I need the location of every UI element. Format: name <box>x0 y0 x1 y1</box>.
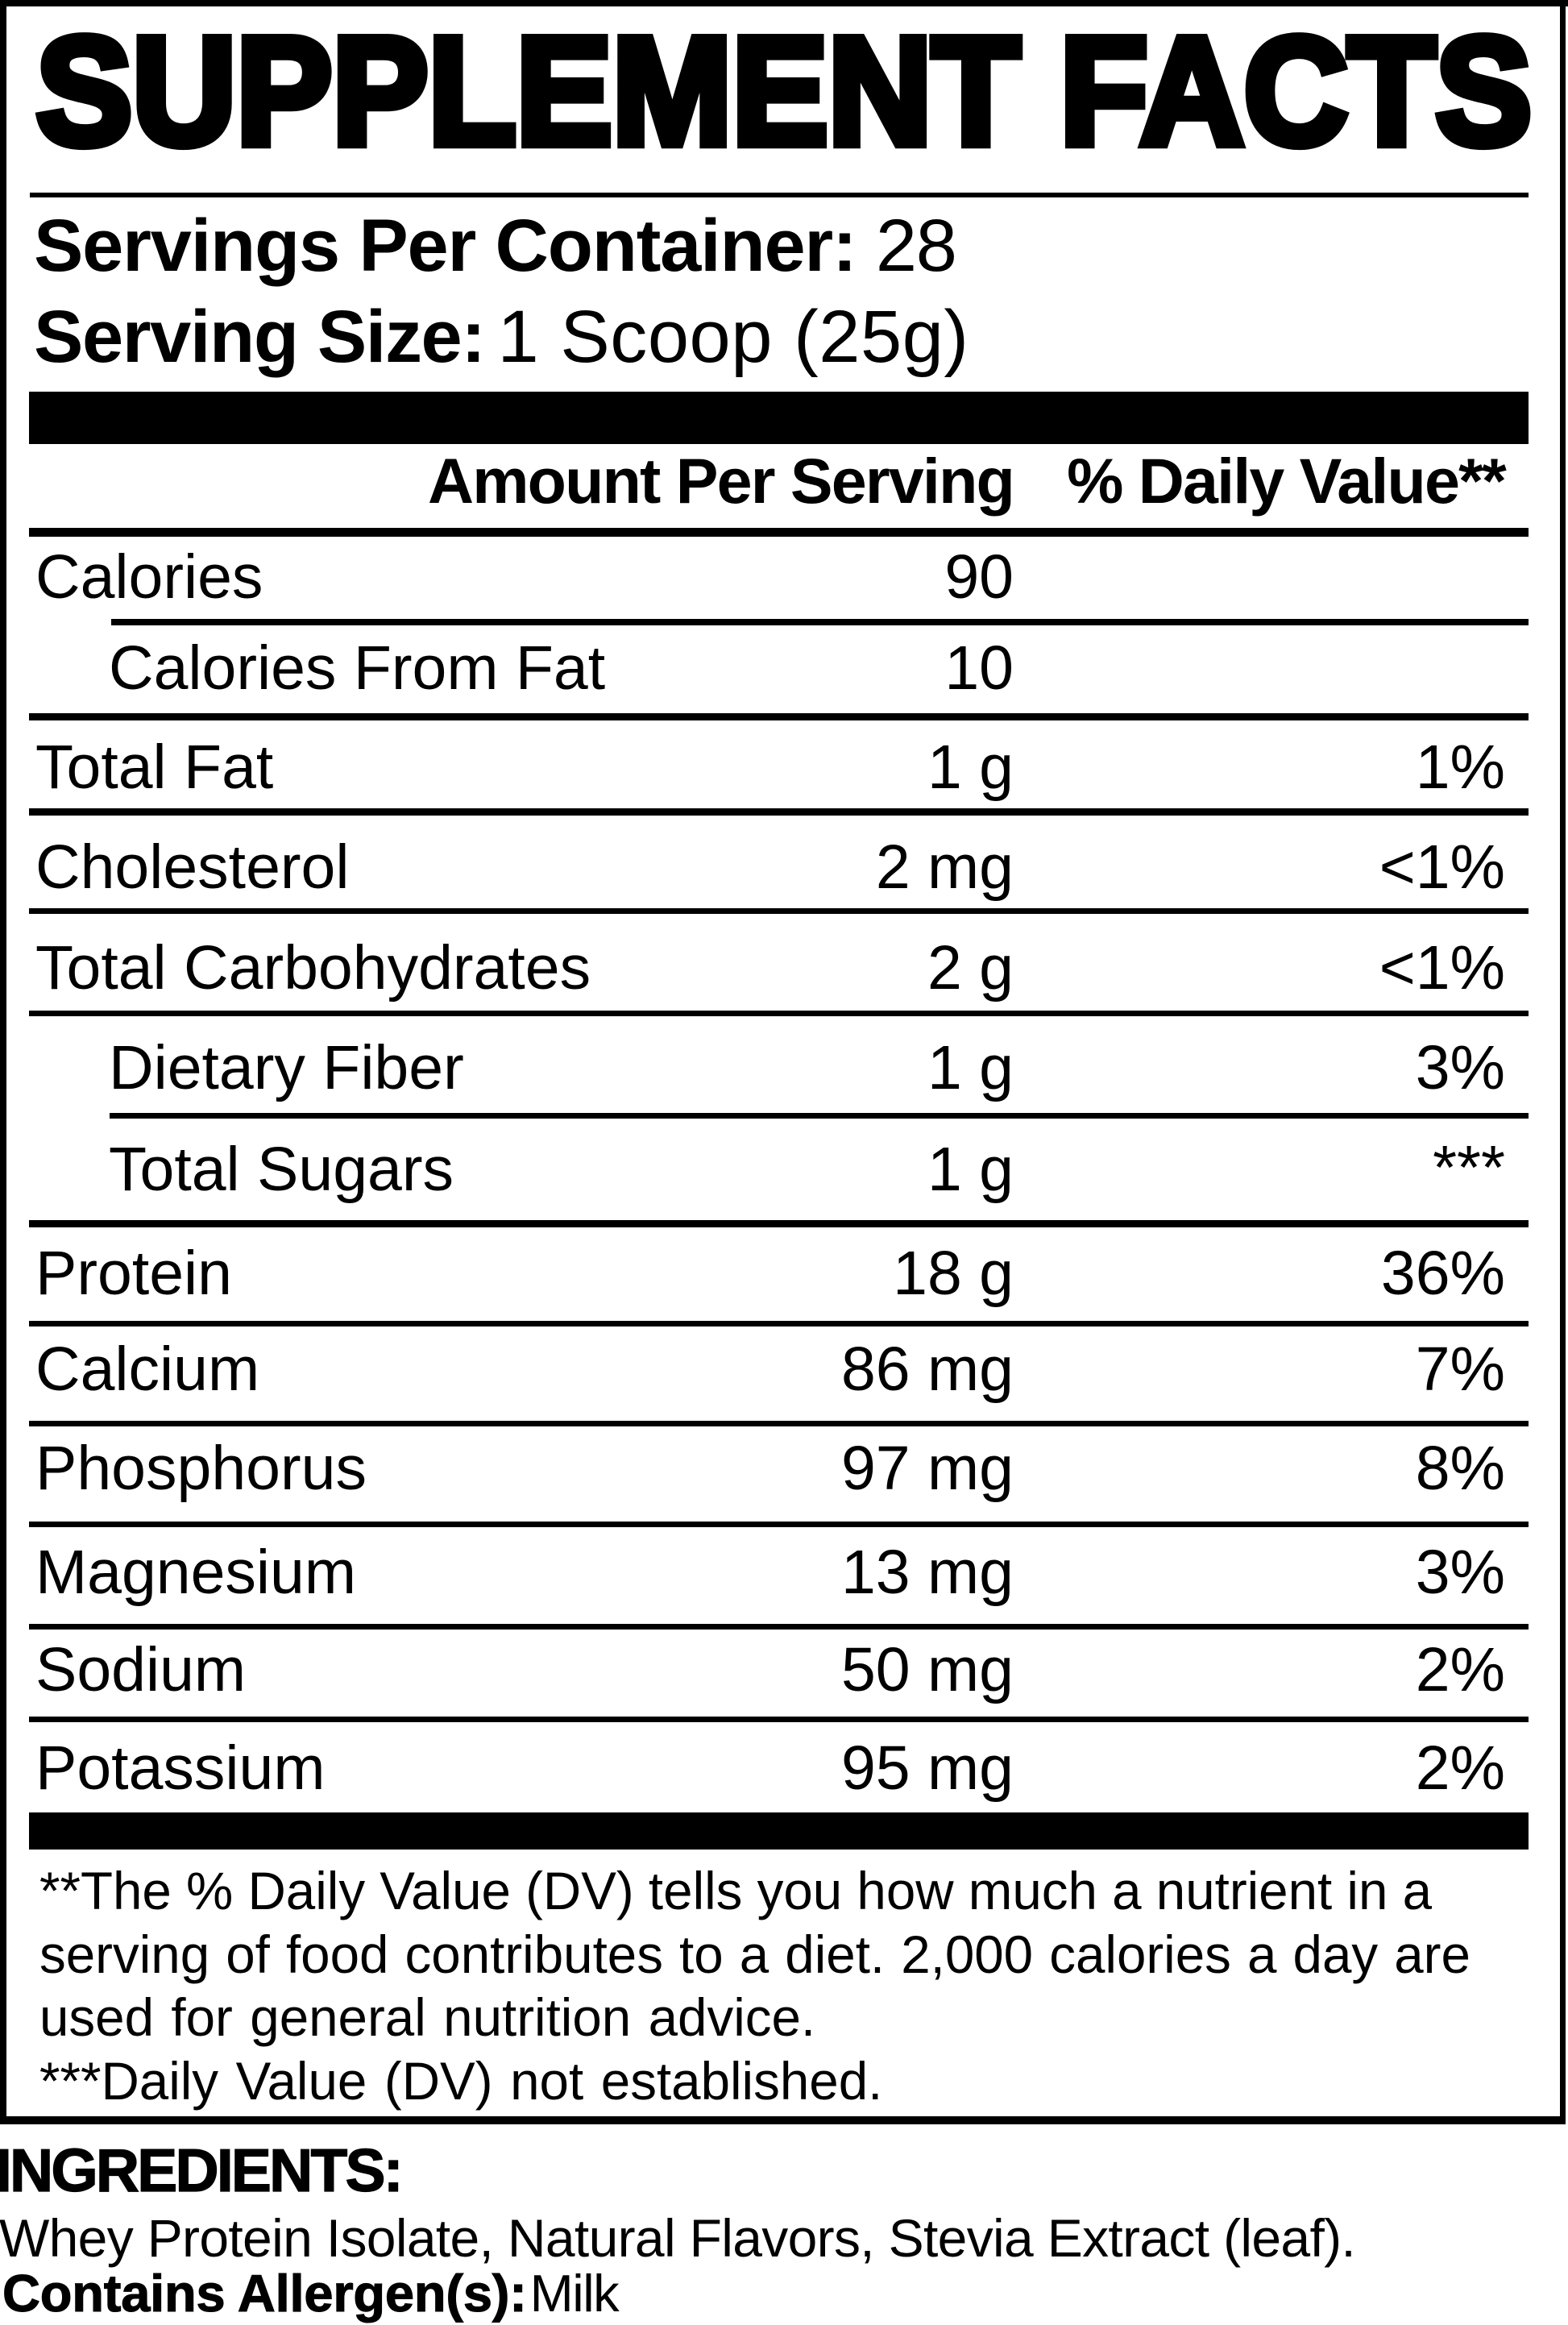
svg-text:SUPPLEMENT FACTS: SUPPLEMENT FACTS <box>36 6 1532 177</box>
